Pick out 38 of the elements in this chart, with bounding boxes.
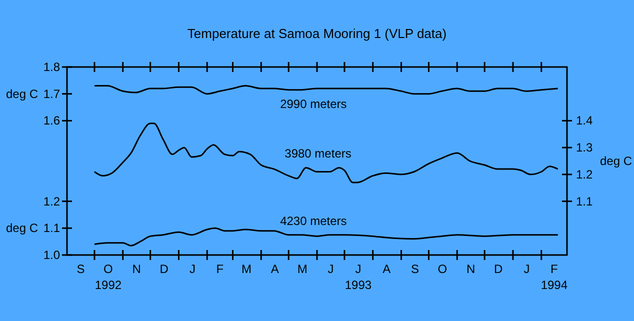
x-tick-label: J: [189, 262, 196, 276]
x-tick-label: O: [438, 262, 448, 276]
x-tick-label: A: [270, 262, 279, 276]
series-label: 4230 meters: [280, 214, 347, 228]
x-tick-label: A: [382, 262, 391, 276]
y-axis-title: deg C: [6, 221, 38, 236]
y-tick-label: 1.0: [43, 248, 60, 262]
y3-tick-label: 1.6: [43, 114, 60, 128]
series-label: 3980 meters: [284, 146, 352, 161]
x-tick-label: D: [494, 262, 503, 276]
x-tick-label: S: [76, 262, 85, 276]
y2-tick-label: 1.1: [576, 194, 594, 208]
x-tick-label: F: [216, 262, 224, 276]
y2-tick-label: 1.4: [576, 114, 594, 128]
x-tick-label: S: [410, 262, 419, 276]
x-tick-label: D: [160, 262, 169, 276]
x-tick-label: N: [132, 262, 141, 276]
y2-tick-label: 1.2: [576, 167, 594, 182]
line-series: [94, 85, 559, 95]
y-tick-label: 1.2: [43, 194, 60, 208]
series-label: 2990 meters: [280, 96, 347, 111]
line-series: [94, 227, 559, 246]
x-tick-label: F 1994: [540, 262, 568, 292]
x-tick-label: J: [524, 262, 530, 276]
x-tick-label: J: [328, 262, 334, 276]
y2-tick-label: 1.3: [576, 140, 594, 155]
chart-title: Temperature at Samoa Mooring 1 (VLP data): [187, 26, 447, 41]
line-series: [94, 122, 559, 184]
y3-tick-label: 1.8: [43, 60, 60, 74]
x-tick-label: M: [241, 262, 252, 276]
y-tick-label: 1.1: [43, 221, 60, 236]
y3-tick-label: 1.7: [43, 86, 60, 101]
x-tick-label: M: [297, 262, 308, 276]
x-tick-label: O 1992: [94, 262, 122, 292]
y2-axis-title: deg C: [600, 154, 632, 168]
y3-axis-title: deg C: [6, 86, 38, 101]
x-tick-label: N: [466, 262, 476, 276]
x-tick-label: J 1993: [344, 262, 372, 292]
